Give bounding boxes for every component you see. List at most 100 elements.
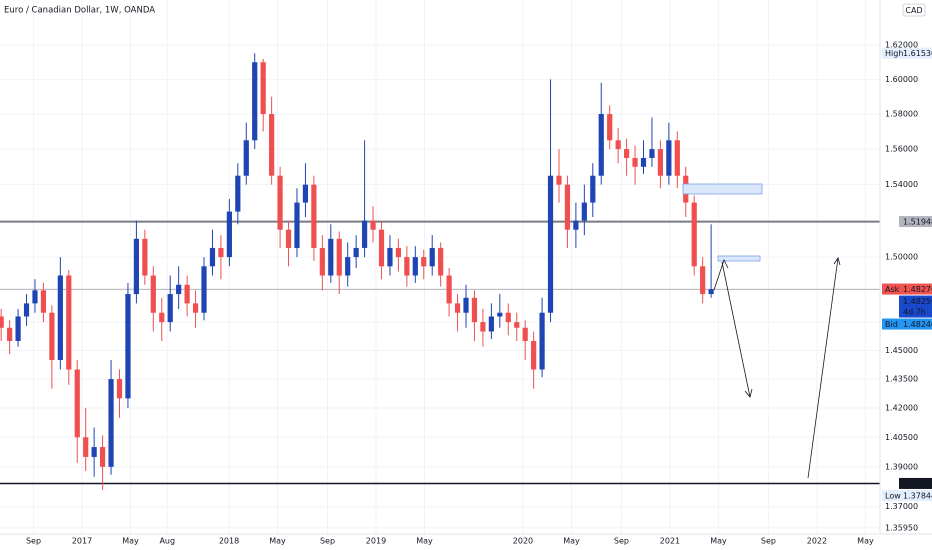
price-label-name: High bbox=[885, 49, 903, 58]
price-label-name: Ask bbox=[885, 285, 900, 294]
candle-body bbox=[674, 140, 680, 176]
price-label-box bbox=[899, 216, 932, 228]
candle-body bbox=[328, 238, 334, 276]
candle-body bbox=[514, 322, 520, 328]
candles bbox=[0, 53, 714, 490]
x-tick-label: May bbox=[269, 537, 286, 546]
candle-body bbox=[319, 247, 325, 276]
arrow bbox=[807, 257, 841, 479]
candle-body bbox=[0, 316, 4, 328]
y-tick-label: 1.37000 bbox=[885, 502, 918, 511]
price-label-name: Bid bbox=[885, 320, 898, 329]
candle-body bbox=[649, 149, 655, 158]
candle-body bbox=[99, 447, 106, 467]
candle-body bbox=[463, 297, 469, 313]
candle-body bbox=[412, 257, 418, 276]
price-label: 1.51948 bbox=[903, 217, 932, 226]
candle-body bbox=[91, 447, 97, 457]
candle-body bbox=[269, 114, 275, 176]
x-tick-label: 2021 bbox=[660, 537, 680, 546]
x-tick-label: May bbox=[122, 537, 139, 546]
x-tick-label: 2017 bbox=[72, 537, 92, 546]
candle-body bbox=[438, 247, 444, 276]
candle-body bbox=[598, 114, 604, 176]
y-tick-label: 1.60000 bbox=[885, 75, 918, 84]
candle-body bbox=[66, 275, 72, 370]
candle-body bbox=[7, 327, 13, 341]
candle-body bbox=[285, 229, 292, 248]
candle-body bbox=[167, 294, 173, 323]
x-tick-label: Sep bbox=[26, 537, 41, 546]
x-tick-label: May bbox=[710, 537, 727, 546]
y-tick-label: 1.39000 bbox=[885, 462, 918, 471]
price-label: 1.48259 bbox=[903, 297, 932, 306]
x-tick-label: May bbox=[416, 537, 433, 546]
candle-body bbox=[260, 62, 266, 115]
candle-body bbox=[488, 316, 494, 332]
candle-body bbox=[632, 157, 638, 167]
candle-body bbox=[176, 284, 182, 295]
price-label: 1.48246 bbox=[903, 320, 932, 329]
x-tick-label: Aug bbox=[159, 537, 175, 546]
candle-body bbox=[116, 379, 123, 399]
y-tick-label: 1.62000 bbox=[885, 41, 918, 50]
candle-body bbox=[201, 266, 207, 313]
price-label: 1.61530 bbox=[903, 49, 932, 58]
countdown: 4d 7h bbox=[903, 308, 926, 317]
x-tick-label: 2019 bbox=[366, 537, 386, 546]
candle-body bbox=[471, 297, 478, 323]
candle-body bbox=[108, 379, 114, 467]
candle-body bbox=[83, 437, 89, 457]
price-label: 1.37844 bbox=[903, 491, 932, 500]
candle-body bbox=[57, 275, 63, 360]
candle-body bbox=[657, 149, 664, 176]
candle-body bbox=[497, 312, 503, 317]
currency-box bbox=[902, 3, 926, 17]
x-tick-label: 2020 bbox=[513, 537, 533, 546]
zone bbox=[717, 255, 761, 262]
arrow bbox=[713, 258, 729, 291]
candle-body bbox=[387, 247, 393, 267]
candle-body bbox=[184, 284, 190, 304]
candle-body bbox=[133, 238, 140, 295]
candle-body bbox=[539, 312, 545, 370]
y-tick-label: 1.54000 bbox=[885, 180, 918, 189]
x-tick-label: Sep bbox=[614, 537, 629, 546]
candle-body bbox=[209, 247, 216, 267]
candle-body bbox=[708, 289, 714, 295]
price-label-name: Low bbox=[885, 491, 901, 500]
candle-body bbox=[353, 247, 359, 258]
price-label-box bbox=[882, 489, 932, 501]
candle-body bbox=[32, 290, 38, 304]
price-lines bbox=[0, 220, 880, 485]
candle-body bbox=[345, 257, 351, 276]
candle-body bbox=[556, 175, 562, 185]
x-tick-label: 2018 bbox=[219, 537, 239, 546]
price-label-box bbox=[882, 47, 932, 59]
candle-body bbox=[590, 175, 596, 203]
candle-body bbox=[361, 220, 368, 248]
candle-body bbox=[480, 322, 486, 332]
y-tick-label: 1.40500 bbox=[885, 433, 918, 442]
candle-body bbox=[15, 316, 21, 341]
candle-body bbox=[192, 303, 199, 313]
x-tick-label: May bbox=[857, 537, 874, 546]
candle-body bbox=[404, 257, 410, 276]
zone bbox=[682, 183, 763, 195]
candle-body bbox=[74, 369, 80, 438]
price-label-box bbox=[882, 318, 932, 330]
candle-body bbox=[615, 140, 621, 150]
candle-body bbox=[564, 184, 571, 230]
arrow bbox=[721, 261, 753, 398]
candle-body bbox=[446, 275, 452, 304]
candle-body bbox=[429, 247, 435, 267]
price-label: 1.38163 bbox=[903, 479, 932, 488]
candle-body bbox=[235, 175, 241, 212]
y-tick-label: 1.50000 bbox=[885, 253, 918, 262]
candle-body bbox=[454, 303, 461, 313]
candle-body bbox=[607, 114, 613, 141]
candle-body bbox=[294, 202, 300, 248]
